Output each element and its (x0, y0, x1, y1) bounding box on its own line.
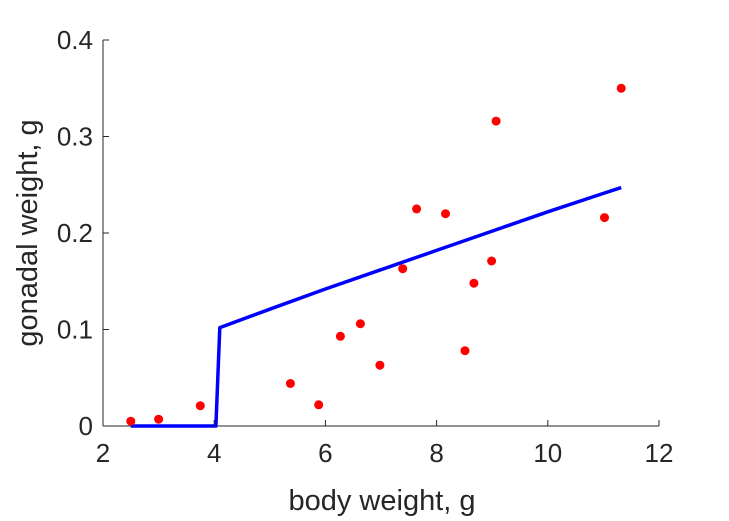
data-point (154, 414, 164, 424)
data-layer (126, 83, 626, 428)
y-tick-label: 0.4 (57, 25, 93, 55)
y-tick-label: 0.1 (57, 315, 93, 345)
data-point (441, 209, 450, 219)
data-point (285, 379, 295, 388)
data-point (616, 83, 626, 93)
x-tick-label: 10 (533, 438, 562, 468)
data-point (398, 264, 408, 274)
data-point (487, 256, 497, 266)
data-point (469, 278, 479, 288)
ticks-layer: 2 4 6 8 10 12 0 0.1 0.2 0.3 0.4 (57, 25, 674, 468)
data-point (412, 204, 422, 214)
data-point (600, 213, 609, 223)
x-tick-label: 4 (207, 438, 221, 468)
data-point (460, 346, 470, 356)
data-point (126, 416, 136, 426)
fit-line (130, 185, 622, 428)
data-point (355, 319, 365, 329)
x-tick-label: 2 (96, 438, 110, 468)
x-tick-label: 12 (645, 438, 674, 468)
y-tick-label: 0 (79, 411, 93, 441)
data-point (335, 331, 345, 341)
y-tick-label: 0.3 (57, 122, 93, 152)
y-tick-label: 0.2 (57, 218, 93, 248)
x-tick-label: 8 (429, 438, 443, 468)
data-point (375, 360, 385, 370)
data-point (314, 400, 324, 410)
data-point (195, 401, 205, 411)
data-point (491, 116, 501, 126)
x-axis-title: body weight, g (288, 485, 475, 517)
y-axis-title: gonadal weight, g (12, 119, 44, 346)
x-tick-label: 6 (318, 438, 332, 468)
